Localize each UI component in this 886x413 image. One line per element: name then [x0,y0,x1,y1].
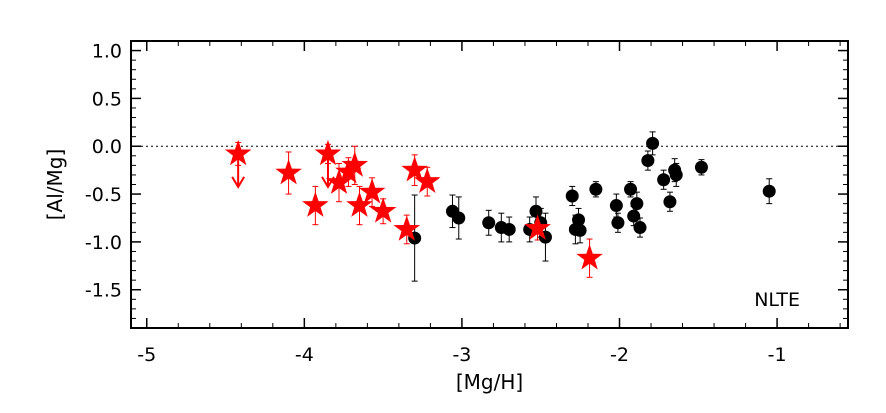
y-tick-label: -1.0 [85,232,122,254]
data-point-circle [572,213,586,227]
data-point-circle [502,222,516,236]
nlte-annotation: NLTE [754,289,800,311]
x-axis-label: [Mg/H] [456,370,523,394]
data-point-circle [630,197,644,211]
data-point-circle [611,216,625,230]
data-point-circle [627,209,641,223]
data-point-circle [633,221,647,235]
y-tick-label: -0.5 [85,184,122,206]
data-point-circle [609,199,623,213]
data-point-circle [573,223,587,237]
data-point-circle [624,182,638,196]
data-point-circle [657,173,671,187]
y-tick-label: 1.0 [92,41,122,63]
data-point-star [325,168,353,194]
data-point-star [576,244,603,270]
plot-frame [130,40,849,329]
data-point-star [341,151,369,177]
data-point-star [224,139,252,166]
axis-ticks: -5 -4 -3 -2 -1 1.0 0.5 0.0 -0.5 -1.0 -1.5 [85,41,848,366]
data-point-star [413,167,441,193]
data-point-circle [762,184,776,198]
x-tick-label: -2 [610,344,629,366]
data-point-star [358,178,386,204]
data-point-circle [641,154,655,168]
x-tick-label: -3 [452,344,471,366]
data-point-star [401,156,428,182]
x-tick-label: -4 [295,344,314,366]
data-point-star [393,215,421,241]
data-point-star [346,191,373,217]
data-point-circle [529,204,543,218]
data-point-circle [663,195,677,209]
y-tick-label: 0.5 [92,88,122,110]
data-point-star [314,139,342,166]
upper-limit-arrowhead [231,176,246,189]
data-point-star [275,159,302,185]
data-point-circle [694,160,708,174]
y-tick-label: 0.0 [92,136,122,158]
data-point-star [302,191,329,217]
y-axis-label: [Al/Mg] [43,149,67,221]
data-point-star [369,197,397,223]
red-star-series [224,139,603,270]
data-point-circle [669,168,683,182]
data-point-circle [589,182,603,196]
data-point-circle [565,189,579,203]
data-point-star [524,214,551,240]
y-tick-label: -1.5 [85,280,122,302]
data-point-circle [646,136,660,150]
x-tick-label: -5 [137,344,156,366]
x-tick-label: -1 [768,344,787,366]
data-point-circle [482,216,496,230]
data-point-circle [452,211,466,225]
